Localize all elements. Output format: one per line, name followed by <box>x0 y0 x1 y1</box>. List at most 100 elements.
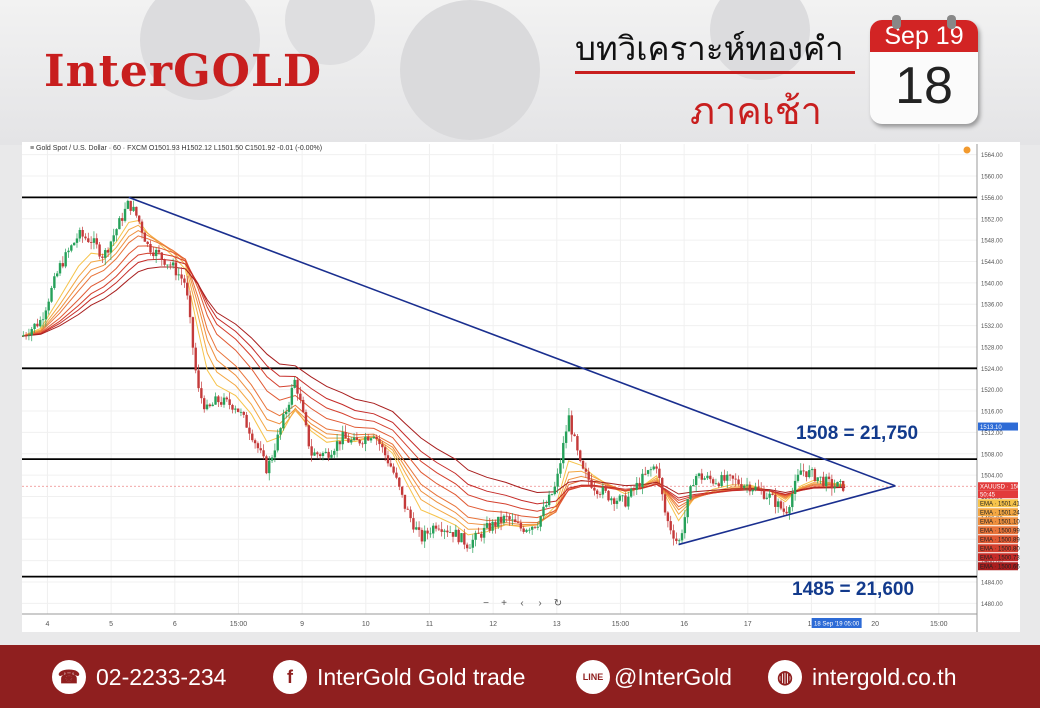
candle-body <box>641 473 644 487</box>
phone-number: 02-2233-234 <box>96 663 227 690</box>
candle-body <box>126 200 130 209</box>
candle-body <box>378 439 381 445</box>
candle-body <box>400 486 404 495</box>
candle-body <box>276 434 279 451</box>
y-tick-label: 1504.00 <box>981 474 1003 480</box>
candle-body <box>395 472 398 478</box>
candle-body <box>697 473 701 477</box>
y-tick-label: 1548.00 <box>981 239 1003 245</box>
candle-body <box>836 481 839 487</box>
y-tick-label: 1560.00 <box>981 175 1003 181</box>
candle-body <box>808 470 811 478</box>
ema-label-bg <box>978 499 1018 508</box>
candle-body <box>796 474 800 481</box>
ema-label: EMA · 1500.80 <box>980 547 1020 553</box>
candle-body <box>174 262 178 276</box>
candle-body <box>533 526 537 528</box>
candle-body <box>536 526 540 528</box>
candle-body <box>550 494 554 495</box>
candle-body <box>432 525 435 534</box>
candle-body <box>225 397 229 400</box>
candle-body <box>468 547 472 549</box>
candle-body <box>282 414 285 429</box>
time-label: 18 Sep '19 05:00 <box>814 622 860 628</box>
candle-body <box>689 486 692 500</box>
candle-body <box>743 485 746 488</box>
reset-icon[interactable]: ↻ <box>553 598 563 609</box>
candlesticks <box>22 199 845 553</box>
candle-body <box>245 414 248 428</box>
candle-body <box>720 475 723 487</box>
candle-body <box>183 278 186 283</box>
contact-phone[interactable]: ☎ 02-2233-234 <box>52 659 226 695</box>
candle-body <box>217 396 220 403</box>
chart-canvas[interactable]: 1480.001484.001488.001492.001496.001500.… <box>22 142 1020 632</box>
scroll-right-icon[interactable]: › <box>538 598 542 609</box>
candle-body <box>208 404 212 407</box>
candle-body <box>318 454 322 457</box>
zoom-out-icon[interactable]: − <box>483 598 489 609</box>
candle-body <box>205 404 209 410</box>
candle-body <box>465 544 469 549</box>
candle-body <box>177 274 180 276</box>
candle-body <box>652 466 655 470</box>
ema-label-bg <box>978 562 1018 571</box>
candle-body <box>508 516 511 520</box>
x-tick-label: 15:00 <box>930 621 948 628</box>
candle-body <box>53 276 56 288</box>
x-tick-label: 20 <box>871 621 879 628</box>
candle-body <box>482 527 486 538</box>
candle-body <box>655 466 658 469</box>
candle-body <box>219 402 223 405</box>
candle-body <box>627 496 630 507</box>
candle-body <box>680 533 684 541</box>
candle-body <box>123 208 127 221</box>
price-chart[interactable]: 1480.001484.001488.001492.001496.001500.… <box>22 142 1020 632</box>
zoom-in-icon[interactable]: + <box>501 598 507 609</box>
candle-body <box>471 539 474 548</box>
candle-body <box>307 425 311 447</box>
x-tick-label: 10 <box>362 621 370 628</box>
candle-body <box>67 250 70 253</box>
candle-body <box>559 463 562 474</box>
price-label-countdown-bg <box>978 490 1018 499</box>
candle-body <box>587 471 590 480</box>
contact-facebook[interactable]: f InterGold Gold trade <box>273 659 525 695</box>
candle-body <box>765 497 769 499</box>
candle-body <box>64 252 67 267</box>
candle-body <box>129 200 132 211</box>
candle-body <box>556 473 559 487</box>
candle-body <box>279 428 282 435</box>
intergold-logo: InterGOLD <box>44 46 323 97</box>
candle-body <box>822 476 825 486</box>
candle-body <box>296 379 299 394</box>
ema-line <box>22 220 846 536</box>
candle-body <box>135 206 138 216</box>
candle-body <box>423 530 426 542</box>
candle-body <box>768 493 771 498</box>
candle-body <box>417 527 421 530</box>
candle-body <box>516 522 520 523</box>
x-tick-label: 9 <box>300 621 304 628</box>
candle-body <box>316 452 319 455</box>
candle-body <box>36 323 39 327</box>
ema-line <box>22 258 846 505</box>
candle-body <box>661 478 664 495</box>
scroll-left-icon[interactable]: ‹ <box>520 598 524 609</box>
candle-body <box>146 241 149 245</box>
ema-label: EMA · 1501.41 <box>980 502 1020 508</box>
candle-body <box>186 282 189 296</box>
candle-body <box>819 476 822 478</box>
header-banner: InterGOLD บทวิเคราะห์ทองคำ ภาคเช้า Sep 1… <box>0 0 1040 145</box>
ema-label: EMA · 1500.73 <box>980 556 1020 562</box>
candle-body <box>299 393 302 400</box>
x-tick-label: 6 <box>173 621 177 628</box>
candle-body <box>24 335 28 337</box>
candle-body <box>381 444 384 448</box>
contact-line[interactable]: LINE @InterGold <box>576 659 732 695</box>
candle-body <box>751 489 754 492</box>
candle-body <box>412 518 415 530</box>
candle-body <box>361 443 364 445</box>
contact-website[interactable]: ◍ intergold.co.th <box>768 659 956 695</box>
candle-body <box>426 530 429 534</box>
